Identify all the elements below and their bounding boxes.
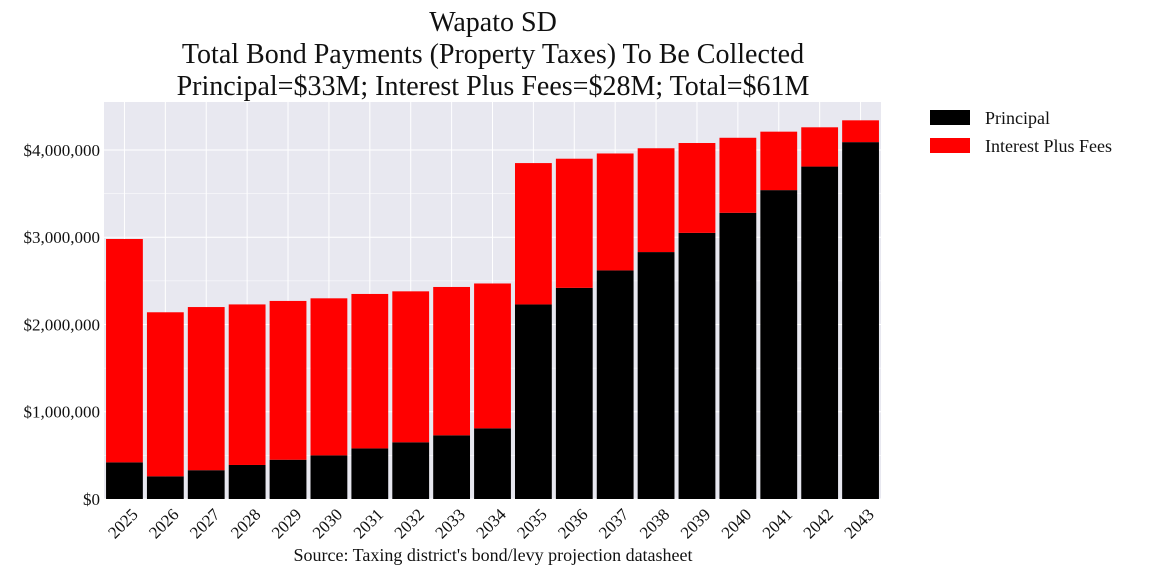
bar-principal-2035 <box>514 304 552 499</box>
bar-interest-plus-fees-2043 <box>842 120 879 143</box>
y-tick-label: $0 <box>83 490 100 509</box>
bar-interest-plus-fees-2032 <box>392 291 430 443</box>
bar-principal-2038 <box>637 252 675 499</box>
bar-principal-2043 <box>842 142 879 499</box>
y-tick-label: $2,000,000 <box>24 315 101 334</box>
legend-label-interest-plus-fees: Interest Plus Fees <box>985 136 1112 156</box>
x-axis-ticks: 2025 2026 2027 2028 2029 2030 2031 2032 2033 2034… <box>104 505 878 543</box>
bar-interest-plus-fees-2040 <box>719 137 757 213</box>
bar-interest-plus-fees-2033 <box>433 286 471 436</box>
legend-swatch-principal <box>930 110 970 125</box>
bar-interest-plus-fees-2036 <box>555 158 593 288</box>
bar-interest-plus-fees-2039 <box>678 143 716 233</box>
x-tick-label: 2030 <box>309 505 346 542</box>
bar-principal-2040 <box>719 212 757 500</box>
y-tick-label: $1,000,000 <box>24 403 101 422</box>
bar-principal-2032 <box>392 442 430 499</box>
x-tick-label: 2032 <box>391 505 428 542</box>
x-tick-label: 2026 <box>145 505 182 542</box>
bar-principal-2031 <box>351 448 389 499</box>
x-tick-label: 2043 <box>840 505 877 542</box>
y-tick-label: $3,000,000 <box>24 228 101 247</box>
bar-interest-plus-fees-2042 <box>801 127 839 167</box>
x-axis-label: Source: Taxing district's bond/levy proj… <box>293 545 692 565</box>
bar-principal-2029 <box>269 459 307 499</box>
bar-interest-plus-fees-2041 <box>760 131 798 191</box>
x-tick-label: 2036 <box>554 505 591 542</box>
x-tick-label: 2025 <box>104 505 141 542</box>
bar-principal-2037 <box>596 270 634 499</box>
x-tick-label: 2042 <box>799 505 836 542</box>
bar-interest-plus-fees-2034 <box>474 283 511 429</box>
x-tick-label: 2040 <box>718 505 755 542</box>
x-tick-label: 2034 <box>472 505 510 543</box>
x-tick-label: 2039 <box>677 505 714 542</box>
x-tick-label: 2027 <box>186 505 224 543</box>
y-axis-ticks: $0 $1,000,000 $2,000,000 $3,000,000 $4,000,0… <box>24 141 101 509</box>
bar-interest-plus-fees-2031 <box>351 293 389 449</box>
chart-title-line-2: Total Bond Payments (Property Taxes) To … <box>182 39 804 70</box>
x-tick-label: 2028 <box>227 505 264 542</box>
x-tick-label: 2041 <box>759 505 796 542</box>
bar-principal-2033 <box>433 435 471 499</box>
bar-interest-plus-fees-2035 <box>514 163 552 305</box>
chart-title-line-3: Principal=$33M; Interest Plus Fees=$28M;… <box>177 71 810 102</box>
bar-interest-plus-fees-2038 <box>637 148 675 253</box>
bar-principal-2030 <box>310 455 348 499</box>
bar-interest-plus-fees-2028 <box>228 304 266 465</box>
x-tick-label: 2033 <box>431 505 468 542</box>
y-tick-label: $4,000,000 <box>24 141 101 160</box>
x-tick-label: 2029 <box>268 505 305 542</box>
bar-principal-2025 <box>106 462 143 499</box>
bar-principal-2042 <box>801 166 839 500</box>
chart-title: Wapato SD Total Bond Payments (Property … <box>177 7 810 102</box>
bar-interest-plus-fees-2030 <box>310 298 348 456</box>
bar-principal-2039 <box>678 232 716 499</box>
x-tick-label: 2038 <box>636 505 673 542</box>
legend: Principal Interest Plus Fees <box>930 108 1112 156</box>
bars <box>106 120 879 500</box>
bar-principal-2041 <box>760 190 798 499</box>
bar-principal-2028 <box>228 464 266 499</box>
x-tick-label: 2037 <box>595 505 633 543</box>
legend-label-principal: Principal <box>985 108 1050 128</box>
bar-interest-plus-fees-2027 <box>187 307 225 471</box>
bar-interest-plus-fees-2037 <box>596 153 634 271</box>
x-tick-label: 2031 <box>350 505 387 542</box>
chart-title-line-1: Wapato SD <box>429 7 557 38</box>
x-tick-label: 2035 <box>513 505 550 542</box>
bar-interest-plus-fees-2026 <box>146 312 184 477</box>
bar-interest-plus-fees-2029 <box>269 300 307 460</box>
bar-principal-2026 <box>146 476 184 499</box>
bar-principal-2036 <box>555 287 593 499</box>
bar-principal-2027 <box>187 470 225 499</box>
bar-principal-2034 <box>474 428 511 499</box>
bar-interest-plus-fees-2025 <box>106 238 143 463</box>
legend-swatch-interest-plus-fees <box>930 138 970 153</box>
